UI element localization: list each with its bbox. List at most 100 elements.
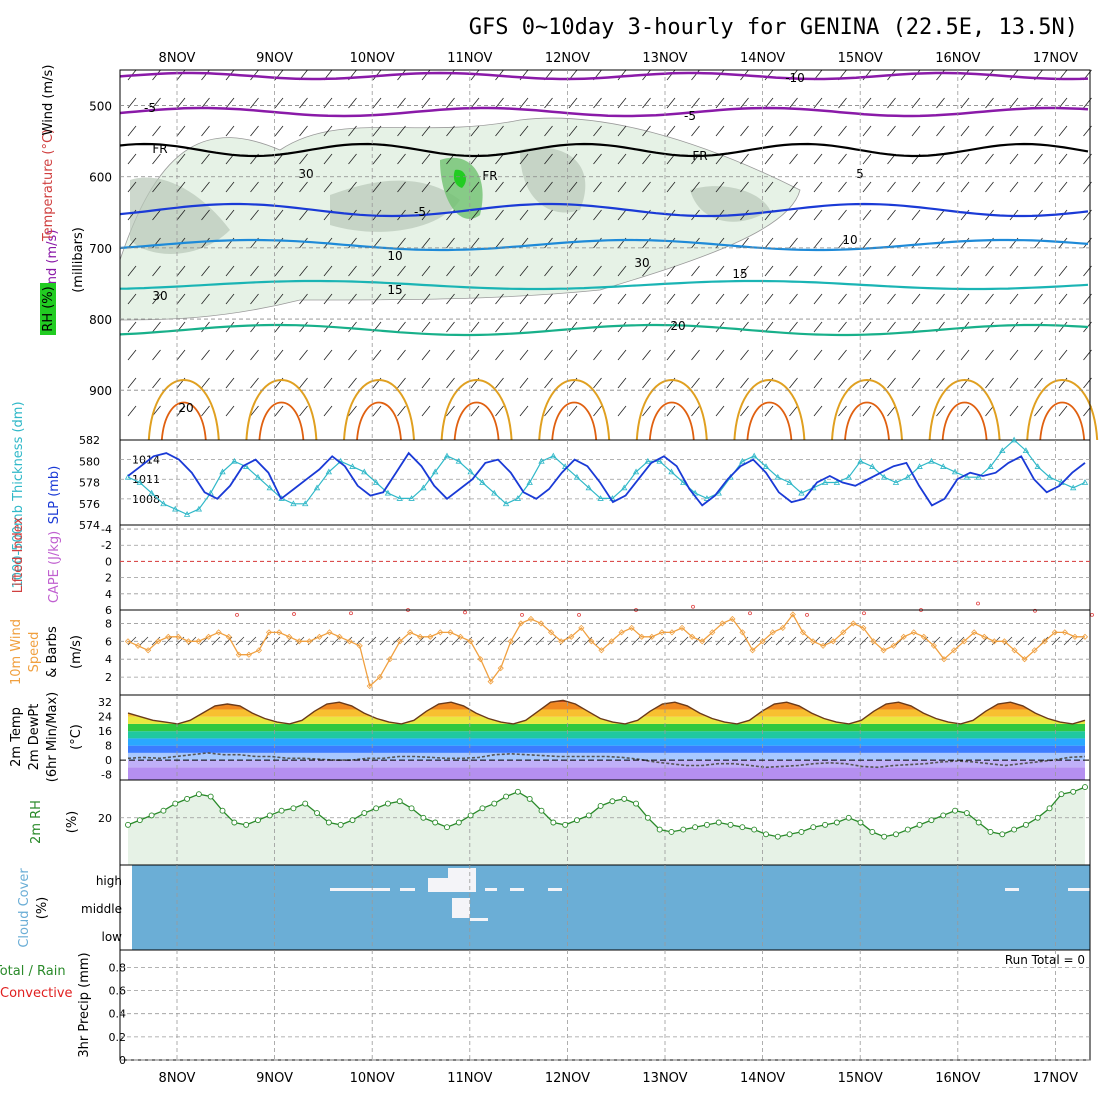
thickness-point [774,473,781,480]
wind-barb [421,349,431,361]
wind-barb [740,265,749,277]
rh2m-point [136,817,143,824]
wind10-barb [1003,636,1013,646]
date-label-bottom: 9NOV [256,1071,293,1086]
wind-barb [470,349,480,361]
wind10-point [467,638,474,645]
wind10-point [759,638,766,645]
temp-band [128,723,1085,732]
wind10-point [386,656,393,663]
wind-barb [838,349,847,361]
wind10-barb [691,636,701,646]
rh2m-point [822,821,829,828]
wind-barb [397,153,406,165]
wind-barb [617,97,627,109]
wind-barb [152,209,161,221]
wind10-point [215,629,222,636]
wind-barb [764,181,774,193]
thickness-point [1010,436,1018,443]
wind-barb [862,405,872,417]
wind10-barb [883,636,893,646]
wind-barb [715,265,725,277]
wind-barb [348,377,357,389]
label-wind10-b: Speed [27,632,42,673]
thickness-line [127,439,1086,516]
wind10-point [769,629,776,636]
thickness-point [443,452,451,459]
upper-air-panel: -10 -5 -5 FR FR FR 5 -5 10 10 15 15 20 20 30 30 30 500 600… [89,69,1099,441]
wind-barb [470,321,480,333]
thickness-point [585,484,592,491]
wind-barb [911,405,921,417]
wind-barb [372,125,382,137]
wind-barb [127,349,137,361]
rh2m-point [751,826,758,833]
thickness-point [290,500,297,507]
date-label-bottom: 16NOV [935,1071,980,1086]
wind-barb [911,97,921,109]
wind-barb [372,405,382,417]
wind-barb [299,349,308,361]
rh2m-point [715,819,722,826]
rh2m-point [798,828,805,835]
rh2m-point [975,819,982,826]
rh2m-point [1070,788,1077,795]
contour-5 [119,202,1089,218]
date-label-bottom: 8NOV [159,1071,196,1086]
wind-barb [470,209,480,221]
wind-barb [274,349,284,361]
wind-barb [936,405,945,417]
wind-barb [642,153,651,165]
wind10-point [618,629,625,636]
wind-barb [225,349,235,361]
wind10-barb [367,636,377,646]
wind-barb [446,293,455,305]
thickness-point [408,495,415,501]
wind-barb [715,293,725,305]
temp2m-line [127,699,1086,725]
thickness-point [231,457,238,464]
wind10-point [316,633,323,640]
label-temp-a: 2m Temp [9,707,24,767]
rh-label-swatch [40,283,56,335]
wind-barb [568,181,578,193]
wind-barb [127,181,137,193]
wind10-barb [787,636,797,646]
contour-orange [1026,379,1099,441]
wind-barb [495,321,504,333]
wind10-point [658,629,665,636]
wind-barb [862,209,872,221]
wind-barb [789,181,798,193]
y-tick-precip: 0 [119,1054,126,1067]
thickness-point [254,473,262,480]
rh2m-point [893,831,899,838]
y-tick-thickness: 580 [79,455,100,468]
run-total: Run Total = 0 [1005,953,1085,967]
wind-barb [421,377,431,389]
wind-barb [1058,97,1068,109]
wind10-point [1051,629,1058,636]
wind-barb [666,349,676,361]
wind-barb [201,293,210,305]
wind-barb [911,125,921,137]
wind-barb [421,293,431,305]
wind10-point [457,633,464,640]
thickness-point [372,479,380,485]
wind10-point [255,647,263,654]
wind-barb [838,97,847,109]
wind-barb [960,125,970,137]
rh2m-point [833,819,840,826]
cloud-gap [330,888,390,891]
temp-band [128,738,1085,746]
wind-barb [789,209,798,221]
wind-barb [1034,153,1043,165]
rh2m-point [278,807,285,814]
wind10-barb [943,636,953,646]
wind-barb [299,405,308,417]
wind-barb [1034,125,1043,137]
wind-barb [176,293,186,305]
thickness-point [1070,484,1077,491]
wind10-point [165,633,172,640]
